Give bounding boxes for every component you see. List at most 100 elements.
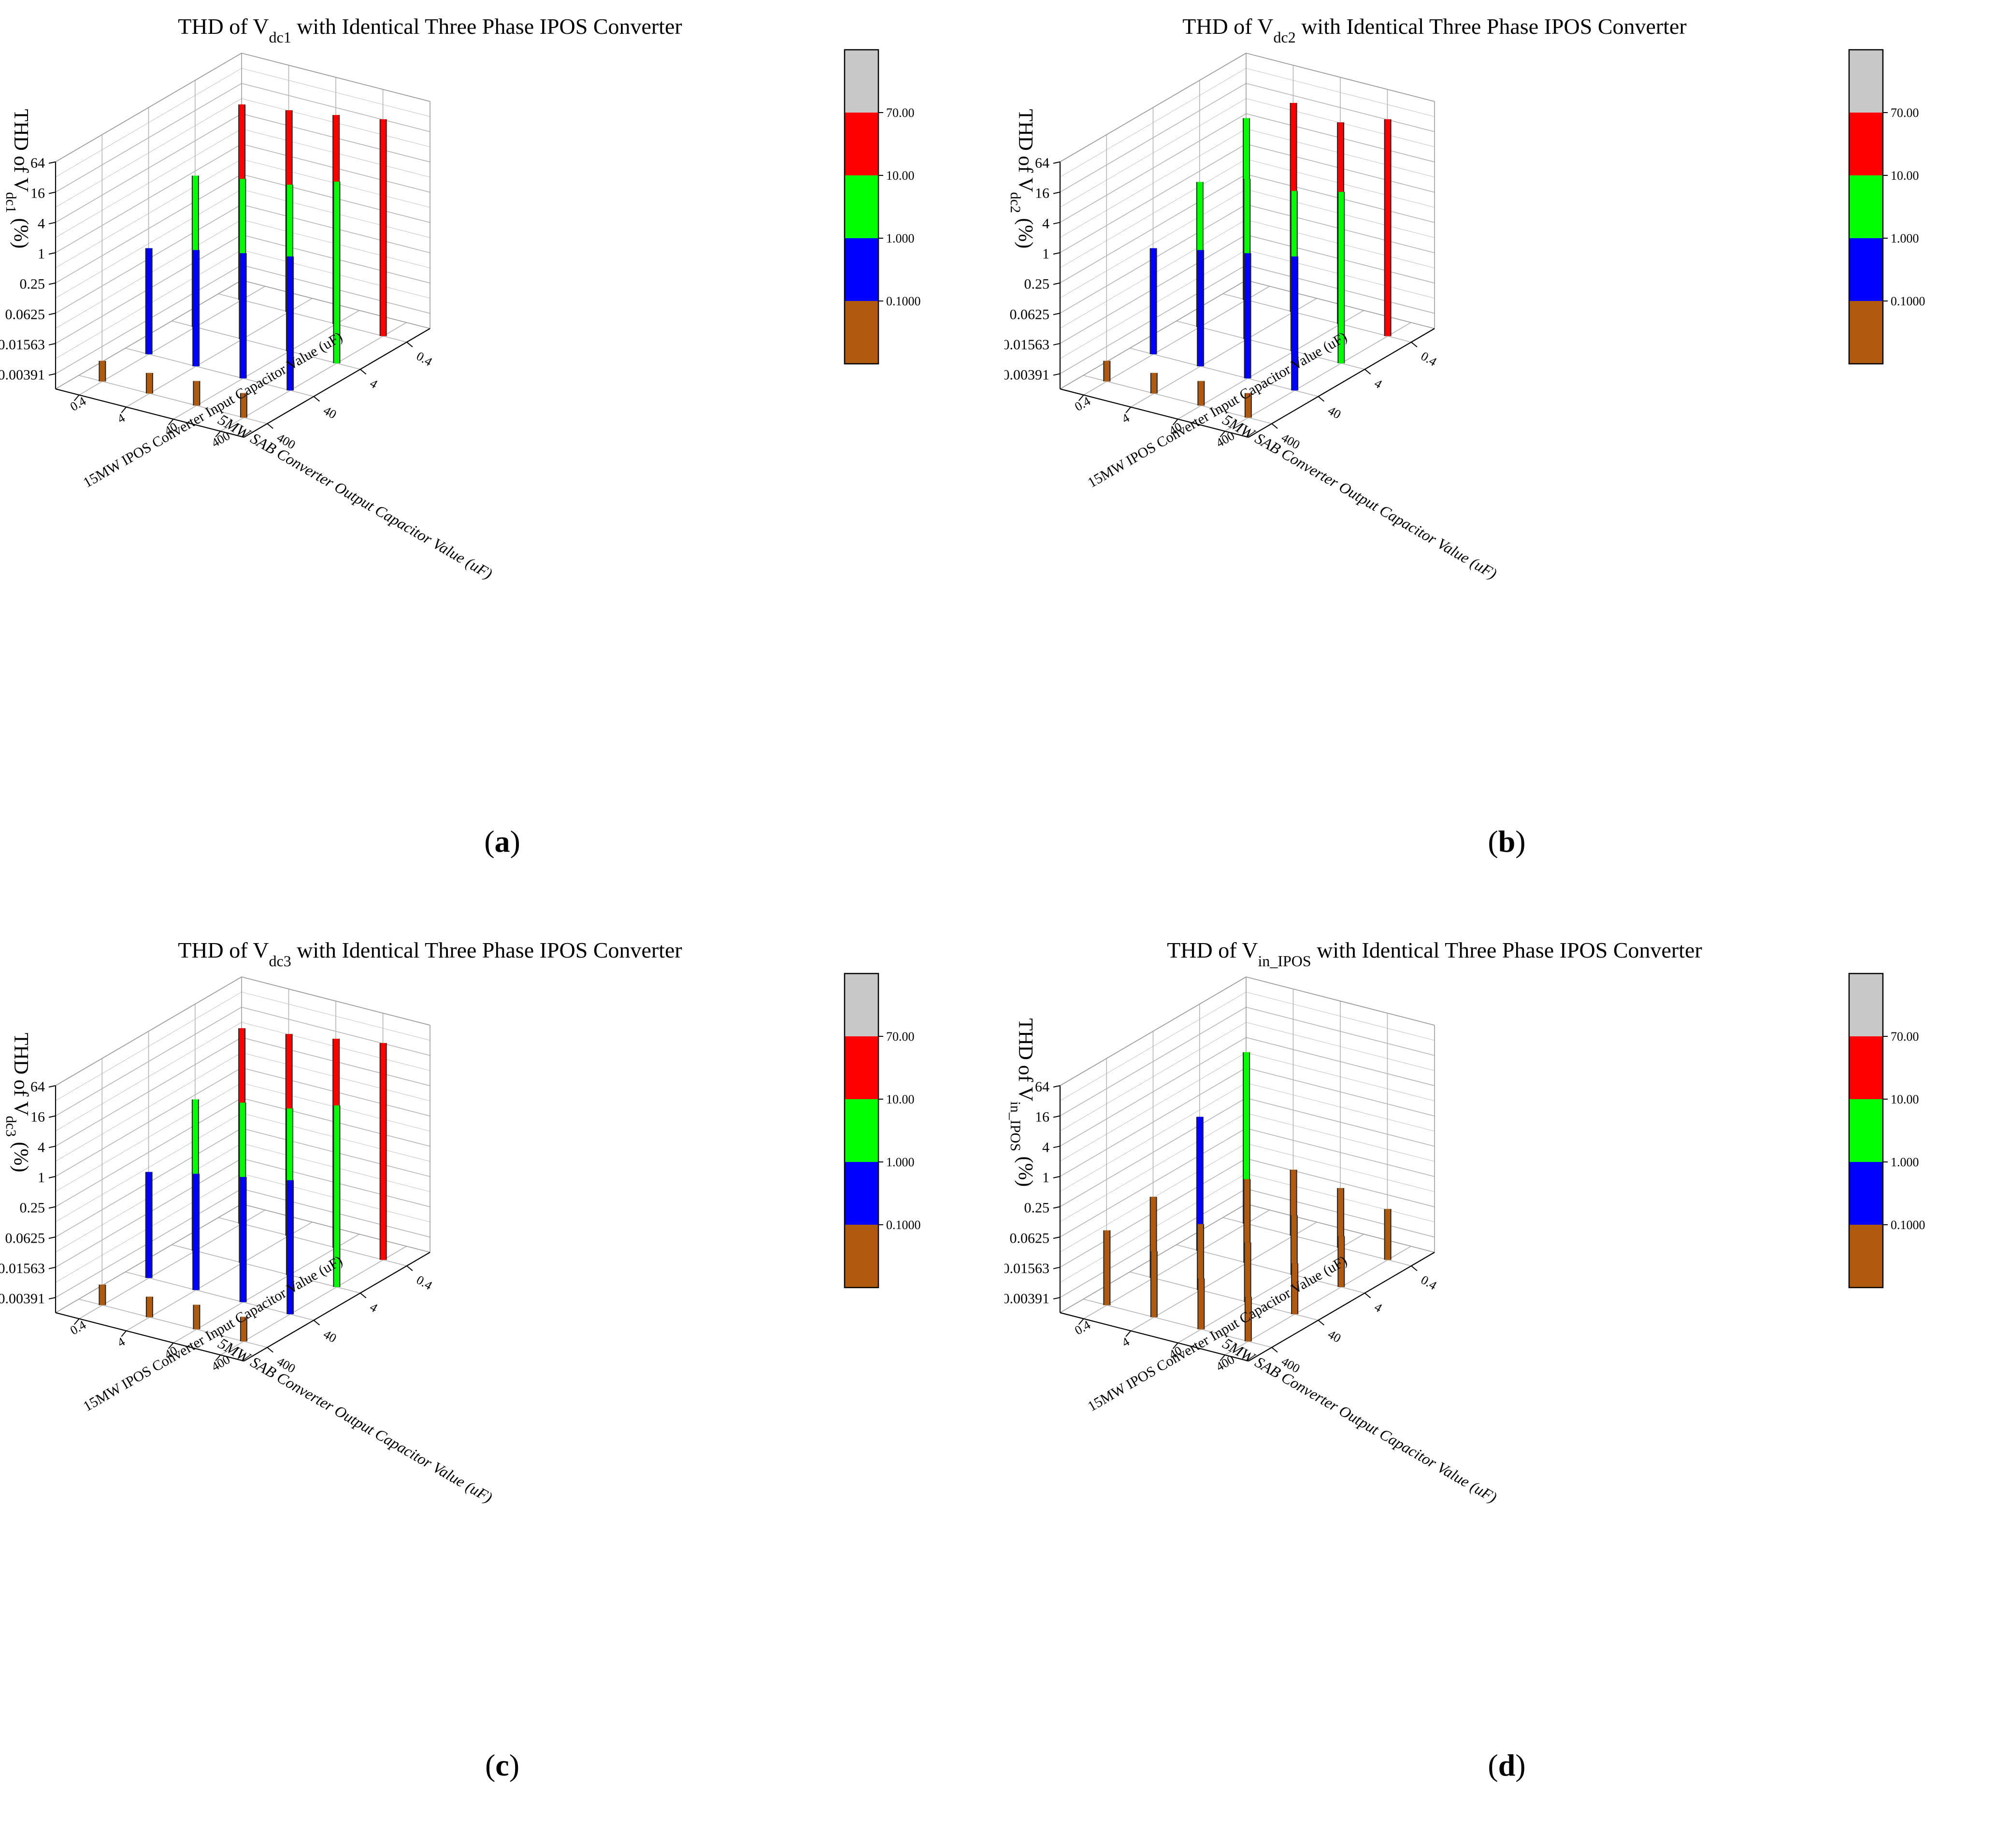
legend-label: 70.00: [886, 106, 915, 120]
wall-edge: [55, 976, 242, 1086]
y-tick: [1078, 394, 1084, 401]
y-tick: [73, 394, 80, 401]
z-tick: [1053, 1297, 1061, 1300]
x-tick-label: 4: [368, 1300, 380, 1315]
z-tick-label: 0.01563: [0, 1261, 45, 1276]
z-axis-label: THD of Vdc2 (%): [1008, 109, 1037, 249]
z-axis-label: THD of Vin_IPOS (%): [1008, 1018, 1037, 1187]
legend-label: 1.000: [1891, 231, 1919, 245]
y-tick: [1220, 1354, 1226, 1361]
chart-title: THD of Vin_IPOS with Identical Three Pha…: [1167, 938, 1702, 970]
z-tick: [48, 1146, 56, 1148]
legend-swatch: [845, 1225, 878, 1288]
y-tick-label: 4: [115, 411, 128, 426]
legend-label: 10.00: [886, 169, 915, 183]
z-tick: [48, 1085, 56, 1088]
legend-frame: [844, 49, 879, 365]
floor-grid-line: [1222, 293, 1412, 343]
z-tick-label: 0.00391: [0, 367, 45, 383]
floor-grid-line: [126, 298, 313, 408]
x-tick-label: 4: [1372, 1300, 1385, 1315]
z-tick-label: 0.25: [1024, 276, 1050, 292]
floor-grid-line: [220, 1246, 407, 1356]
legend-swatch: [1849, 1225, 1883, 1288]
plot-group: 0.003910.015630.06250.251416640.44404000…: [0, 938, 921, 1506]
legend-swatch: [1849, 1036, 1883, 1099]
floor-grid-line: [173, 310, 360, 420]
y-tick: [1220, 430, 1226, 438]
z-tick-label: 0.01563: [0, 337, 45, 353]
x-tick-label: 40: [1325, 403, 1343, 422]
floor-grid-line: [1224, 1246, 1411, 1356]
legend-swatch: [845, 1099, 878, 1162]
legend-label: 10.00: [1891, 169, 1919, 183]
floor-grid-line: [79, 286, 266, 396]
z-axis-label: THD of Vdc3 (%): [3, 1033, 32, 1173]
chart-title: THD of Vdc1 with Identical Three Phase I…: [178, 14, 682, 46]
chart-a: 0.003910.015630.06250.251416640.44404000…: [0, 14, 921, 583]
y-tick: [1078, 1318, 1084, 1325]
z-tick: [48, 1206, 56, 1209]
x-tick: [267, 423, 273, 429]
z-tick-label: 0.25: [20, 276, 45, 292]
floor-grid-line: [1083, 286, 1270, 396]
x-tick: [359, 369, 367, 375]
legend-label: 10.00: [886, 1092, 915, 1106]
legend-label: 0.1000: [886, 1218, 921, 1232]
axis-line: [1060, 1312, 1249, 1362]
axis-line: [55, 1312, 244, 1362]
legend-swatch: [845, 113, 878, 175]
x-tick-label: 0.4: [1419, 1273, 1439, 1292]
legend-swatch: [845, 974, 878, 1036]
z-tick-label: 0.00391: [1004, 367, 1049, 383]
z-tick: [48, 1297, 56, 1300]
z-tick-label: 0.25: [1024, 1200, 1050, 1216]
floor-grid-line: [1177, 1233, 1364, 1344]
z-tick-label: 0.0625: [1010, 306, 1050, 322]
chart-panel-d: 0.00391 0.01563 0.0625 0.25 1 4 16 64 0.4 4 40 400 0…: [1004, 924, 2009, 1848]
chart-title: THD of Vdc2 with Identical Three Phase I…: [1182, 14, 1687, 46]
y-tick: [121, 406, 127, 414]
plot-group: 0.003910.015630.06250.251416640.44404000…: [1004, 938, 1925, 1506]
floor-grid-line: [172, 1244, 360, 1294]
x-tick-label: 40: [321, 403, 339, 422]
floor-grid-line: [78, 375, 268, 424]
y-tick: [121, 1330, 127, 1337]
axis-line: [244, 328, 430, 438]
z-tick-label: 0.0625: [5, 306, 45, 322]
legend-swatch: [1849, 1099, 1883, 1162]
z-tick: [1053, 343, 1061, 345]
y-tick: [168, 1342, 174, 1349]
y-tick: [215, 430, 221, 438]
wall-edge: [241, 976, 430, 1026]
chart-b: 0.003910.015630.06250.251416640.44404000…: [1004, 14, 1925, 582]
x-tick: [1271, 1347, 1278, 1353]
axis-line: [55, 388, 244, 438]
z-tick: [1053, 252, 1061, 255]
legend-swatch: [845, 1036, 878, 1099]
y-tick: [1125, 1330, 1132, 1337]
z-tick: [1053, 1266, 1061, 1269]
floor-grid-line: [1083, 1209, 1270, 1319]
z-tick-label: 4: [38, 215, 45, 231]
z-tick-label: 1: [1042, 246, 1049, 262]
chart-title: THD of Vdc3 with Identical Three Phase I…: [178, 938, 682, 970]
x-axis-label: 5MW SAB Converter Output Capacitor Value…: [215, 411, 496, 583]
floor-grid-line: [1176, 320, 1365, 370]
wall-edge: [1246, 53, 1435, 102]
z-tick: [48, 1175, 56, 1178]
z-tick: [48, 1236, 56, 1239]
z-tick-label: 0.01563: [1004, 1261, 1049, 1276]
y-tick-label: 4: [115, 1334, 128, 1350]
x-tick: [267, 1347, 273, 1353]
x-tick: [1411, 342, 1418, 347]
y-tick: [1172, 418, 1178, 426]
z-tick: [48, 252, 56, 255]
z-tick-label: 64: [1035, 155, 1049, 171]
z-tick: [1053, 1206, 1061, 1209]
x-axis-label: 5MW SAB Converter Output Capacitor Value…: [1220, 1334, 1500, 1506]
x-tick: [1411, 1265, 1418, 1271]
legend-label: 70.00: [1891, 106, 1919, 120]
axis-line: [1248, 328, 1435, 438]
z-tick: [1053, 373, 1061, 376]
